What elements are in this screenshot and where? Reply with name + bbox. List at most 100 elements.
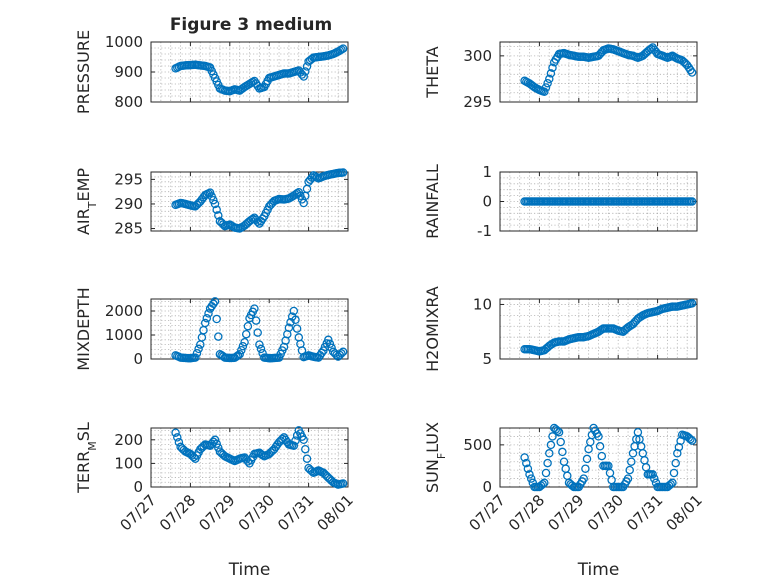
data-point <box>597 451 607 461</box>
data-point <box>546 440 556 450</box>
data-point <box>255 340 264 349</box>
subplot-air-temp: 285 290 295 AIRTEMP <box>74 168 349 238</box>
data-point <box>212 439 221 448</box>
y-tick-label: 1000 <box>105 326 143 344</box>
data-point <box>594 432 603 441</box>
data-point <box>553 426 562 436</box>
data-point <box>324 335 333 345</box>
data-point <box>256 344 266 354</box>
y-axis-label: AIRTEMP <box>74 168 99 235</box>
data-point <box>301 67 310 76</box>
data-point <box>301 444 310 454</box>
y-tick-label: 0 <box>133 350 143 368</box>
data-point <box>522 458 531 468</box>
data-point <box>240 337 249 347</box>
data-point <box>325 339 335 349</box>
data-point <box>669 468 679 478</box>
data-point <box>623 474 633 483</box>
data-point <box>191 353 200 362</box>
x-tick-label: 07/31 <box>274 491 317 534</box>
x-tick-label: 07/28 <box>156 491 199 534</box>
data-point <box>526 474 536 483</box>
figure-title: Figure 3 medium <box>170 15 332 35</box>
data-point <box>545 74 554 84</box>
y-tick-label: 290 <box>114 195 143 213</box>
data-point <box>520 453 529 462</box>
data-point <box>200 318 210 328</box>
data-point <box>627 457 636 466</box>
x-tick-label: 08/01 <box>663 491 706 534</box>
data-point <box>302 454 312 463</box>
data-point <box>291 436 300 445</box>
y-axis-label: SUNFLUX <box>423 422 448 493</box>
x-tick-label: 07/29 <box>544 491 587 534</box>
data-point <box>650 474 659 483</box>
data-point <box>192 348 202 358</box>
data-point <box>586 437 595 447</box>
x-tick-label: 07/27 <box>466 491 509 534</box>
data-point <box>171 428 180 437</box>
data-point <box>625 465 634 475</box>
data-point <box>595 442 605 451</box>
data-point <box>556 437 565 447</box>
data-point <box>666 479 675 489</box>
x-axis-label: Time <box>577 560 620 580</box>
data-point <box>299 435 308 445</box>
data-point <box>194 344 203 354</box>
axes-box <box>150 427 349 488</box>
data-point <box>338 347 348 357</box>
x-tick-label: 07/30 <box>584 491 627 534</box>
subplot-rainfall: -1 0 1 RAINFALL <box>423 163 698 240</box>
data-point <box>291 315 300 325</box>
y-axis-label: THETA <box>423 46 442 98</box>
data-point <box>673 449 682 458</box>
data-point <box>648 470 657 479</box>
data-point <box>546 69 556 78</box>
data-point <box>558 447 567 457</box>
y-tick-label: 5 <box>482 350 492 368</box>
data-point <box>671 458 680 468</box>
data-point <box>541 468 551 478</box>
data-point <box>543 458 552 468</box>
axes-box <box>150 298 349 360</box>
y-tick-label: 295 <box>114 170 143 188</box>
data-point <box>250 304 259 313</box>
y-axis-label: MIXDEPTH <box>74 287 93 370</box>
data-point <box>687 299 697 308</box>
data-point <box>238 341 248 351</box>
data-point <box>686 434 695 444</box>
data-point <box>548 63 557 73</box>
y-tick-label: 100 <box>114 454 143 472</box>
data-point <box>582 454 592 464</box>
y-tick-label: -1 <box>477 222 492 240</box>
data-point <box>543 78 552 88</box>
data-point <box>202 313 212 323</box>
data-point <box>338 168 348 177</box>
subplot-pressure: 800 900 1000 PRESSURE <box>74 30 349 114</box>
data-point <box>337 349 346 358</box>
y-tick-label: 800 <box>114 93 143 111</box>
data-point <box>545 449 554 458</box>
data-point <box>289 441 299 450</box>
data-point <box>563 471 572 481</box>
y-tick-label: 285 <box>114 220 143 238</box>
x-tick-label: 08/01 <box>314 491 357 534</box>
data-point <box>338 479 348 488</box>
data-point <box>338 44 348 53</box>
data-point <box>640 456 649 465</box>
x-axis-label: Time <box>228 560 271 580</box>
axes-box <box>499 427 698 488</box>
y-axis-label: TERRMSL <box>74 422 99 494</box>
data-point <box>235 349 244 359</box>
y-tick-label: 0 <box>133 478 143 496</box>
x-tick-label: 07/30 <box>235 491 278 534</box>
data-point <box>687 436 697 445</box>
data-point <box>541 83 551 92</box>
data-point <box>214 211 223 220</box>
data-point <box>299 72 308 81</box>
x-tick-label: 07/31 <box>623 491 666 534</box>
y-tick-label: 1 <box>482 163 492 181</box>
